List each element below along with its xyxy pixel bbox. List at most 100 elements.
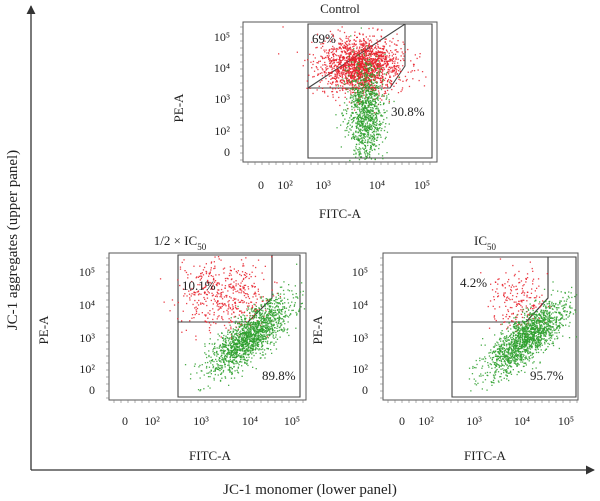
figure-x-axis-label: JC-1 monomer (lower panel) — [223, 482, 397, 498]
scatter-point — [267, 328, 270, 331]
scatter-point — [379, 40, 381, 42]
scatter-point — [194, 313, 196, 316]
scatter-point — [283, 320, 285, 322]
scatter-point — [221, 354, 223, 357]
scatter-point — [373, 121, 375, 123]
scatter-point — [270, 299, 273, 301]
scatter-point — [253, 341, 256, 343]
scatter-point — [377, 45, 379, 48]
scatter-point — [236, 353, 238, 355]
scatter-point — [241, 290, 243, 292]
scatter-point — [266, 298, 269, 300]
scatter-point — [356, 98, 358, 100]
scatter-point — [243, 284, 245, 287]
scatter-point — [340, 66, 342, 68]
scatter-point — [234, 348, 236, 350]
scatter-point — [331, 70, 333, 73]
scatter-point — [353, 89, 356, 92]
scatter-point — [329, 66, 331, 68]
scatter-point — [224, 303, 226, 305]
scatter-point — [251, 284, 253, 287]
scatter-point — [283, 297, 286, 299]
scatter-point — [250, 324, 252, 326]
scatter-point — [340, 38, 342, 41]
scatter-point — [256, 309, 258, 311]
scatter-point — [359, 130, 361, 133]
scatter-point — [219, 360, 221, 362]
scatter-point — [229, 307, 231, 310]
scatter-point — [228, 363, 230, 365]
scatter-point — [369, 119, 371, 121]
scatter-point — [349, 43, 351, 46]
scatter-point — [281, 329, 283, 331]
scatter-point — [348, 43, 350, 45]
scatter-point — [388, 73, 390, 75]
scatter-point — [210, 362, 212, 364]
scatter-point — [231, 373, 233, 375]
scatter-point — [210, 324, 212, 326]
scatter-point — [263, 322, 266, 324]
scatter-point — [211, 295, 214, 297]
scatter-point — [246, 356, 248, 359]
scatter-point — [199, 265, 201, 267]
scatter-point — [354, 85, 356, 87]
scatter-point — [340, 146, 342, 148]
scatter-point — [234, 343, 236, 345]
scatter-point — [269, 311, 271, 313]
scatter-point — [340, 71, 342, 73]
scatter-point — [372, 70, 374, 72]
scatter-point — [377, 58, 379, 60]
scatter-point — [365, 58, 367, 60]
scatter-point — [313, 70, 316, 72]
scatter-point — [418, 79, 420, 82]
scatter-point — [245, 257, 247, 259]
scatter-point — [265, 324, 267, 326]
scatter-point — [253, 336, 255, 338]
scatter-point — [374, 53, 377, 55]
scatter-point — [245, 317, 247, 320]
scatter-point — [375, 55, 377, 57]
scatter-point — [244, 321, 247, 323]
scatter-point — [358, 57, 360, 59]
scatter-point — [357, 94, 359, 96]
scatter-point — [226, 348, 228, 350]
scatter-point — [355, 87, 357, 89]
scatter-point — [377, 43, 379, 46]
scatter-point — [250, 326, 252, 328]
scatter-point — [374, 138, 376, 140]
scatter-point — [371, 47, 373, 50]
scatter-point — [254, 293, 256, 295]
scatter-point — [250, 332, 252, 334]
scatter-point — [365, 150, 367, 152]
scatter-point — [313, 75, 315, 78]
scatter-point — [244, 272, 247, 274]
scatter-point — [363, 80, 365, 82]
scatter-point — [201, 302, 204, 304]
scatter-point — [366, 58, 368, 60]
scatter-point — [239, 343, 241, 345]
scatter-point — [211, 359, 214, 361]
scatter-point — [350, 51, 352, 53]
scatter-point — [387, 93, 390, 95]
scatter-point — [325, 69, 327, 71]
scatter-point — [373, 62, 375, 65]
scatter-point — [247, 294, 249, 296]
scatter-point — [254, 337, 256, 339]
scatter-point — [359, 68, 361, 70]
scatter-point — [357, 73, 359, 76]
scatter-point — [245, 327, 247, 329]
scatter-point — [359, 52, 361, 54]
scatter-point — [197, 294, 200, 296]
scatter-point — [367, 154, 369, 156]
scatter-point — [253, 354, 255, 357]
scatter-point — [360, 137, 362, 140]
scatter-point — [347, 69, 349, 72]
scatter-point — [324, 61, 326, 64]
scatter-point — [228, 352, 230, 354]
scatter-point — [387, 60, 389, 62]
scatter-point — [369, 90, 372, 93]
scatter-point — [366, 61, 368, 63]
scatter-point — [352, 54, 355, 56]
scatter-point — [259, 352, 261, 355]
scatter-point — [275, 321, 277, 323]
